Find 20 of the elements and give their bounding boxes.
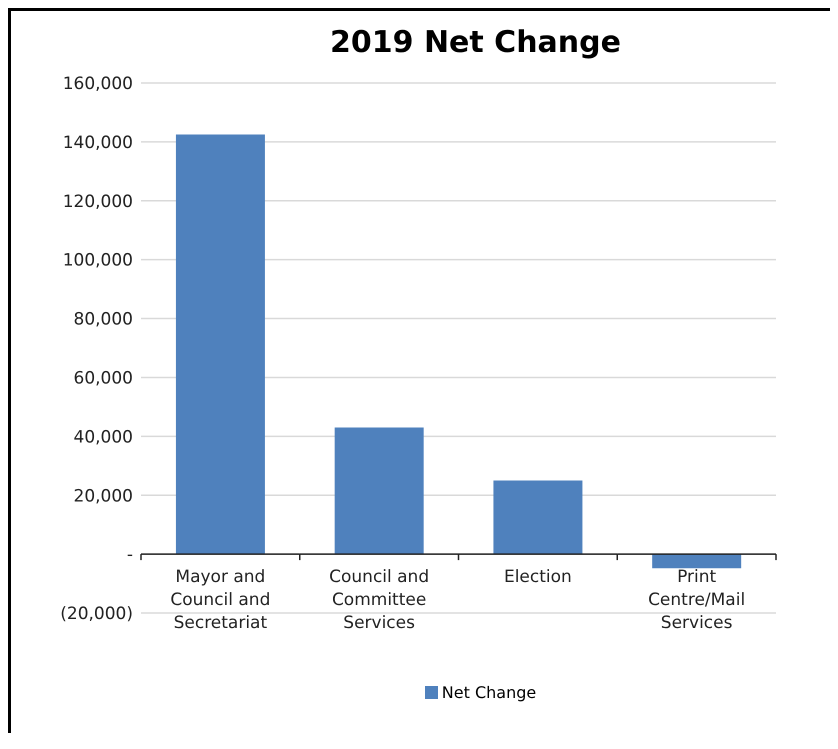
y-tick-label: 140,000 — [62, 132, 133, 153]
x-tick-label: Print Centre/Mail Services — [648, 567, 746, 634]
y-tick-label: - — [126, 545, 133, 566]
y-tick-label: 40,000 — [74, 427, 133, 448]
y-tick-label: 120,000 — [62, 192, 133, 212]
y-tick-label: 100,000 — [62, 250, 133, 271]
y-tick-label: 60,000 — [74, 368, 133, 388]
y-tick-label: 160,000 — [62, 74, 133, 94]
y-tick-label: (20,000) — [60, 604, 133, 624]
bar — [493, 480, 582, 554]
x-tick-label: Mayor and Council and Secretariat — [170, 567, 270, 634]
y-tick-label: 80,000 — [74, 310, 133, 330]
bar — [334, 428, 424, 554]
legend-label: Net Change — [442, 683, 536, 702]
bar — [652, 554, 742, 568]
chart-title: 2019 Net Change — [329, 24, 622, 62]
y-tick-label: 20,000 — [74, 486, 133, 506]
bar — [176, 134, 265, 554]
x-tick-label: Council and Committee Services — [329, 567, 430, 634]
x-tick-label: Election — [504, 567, 572, 588]
